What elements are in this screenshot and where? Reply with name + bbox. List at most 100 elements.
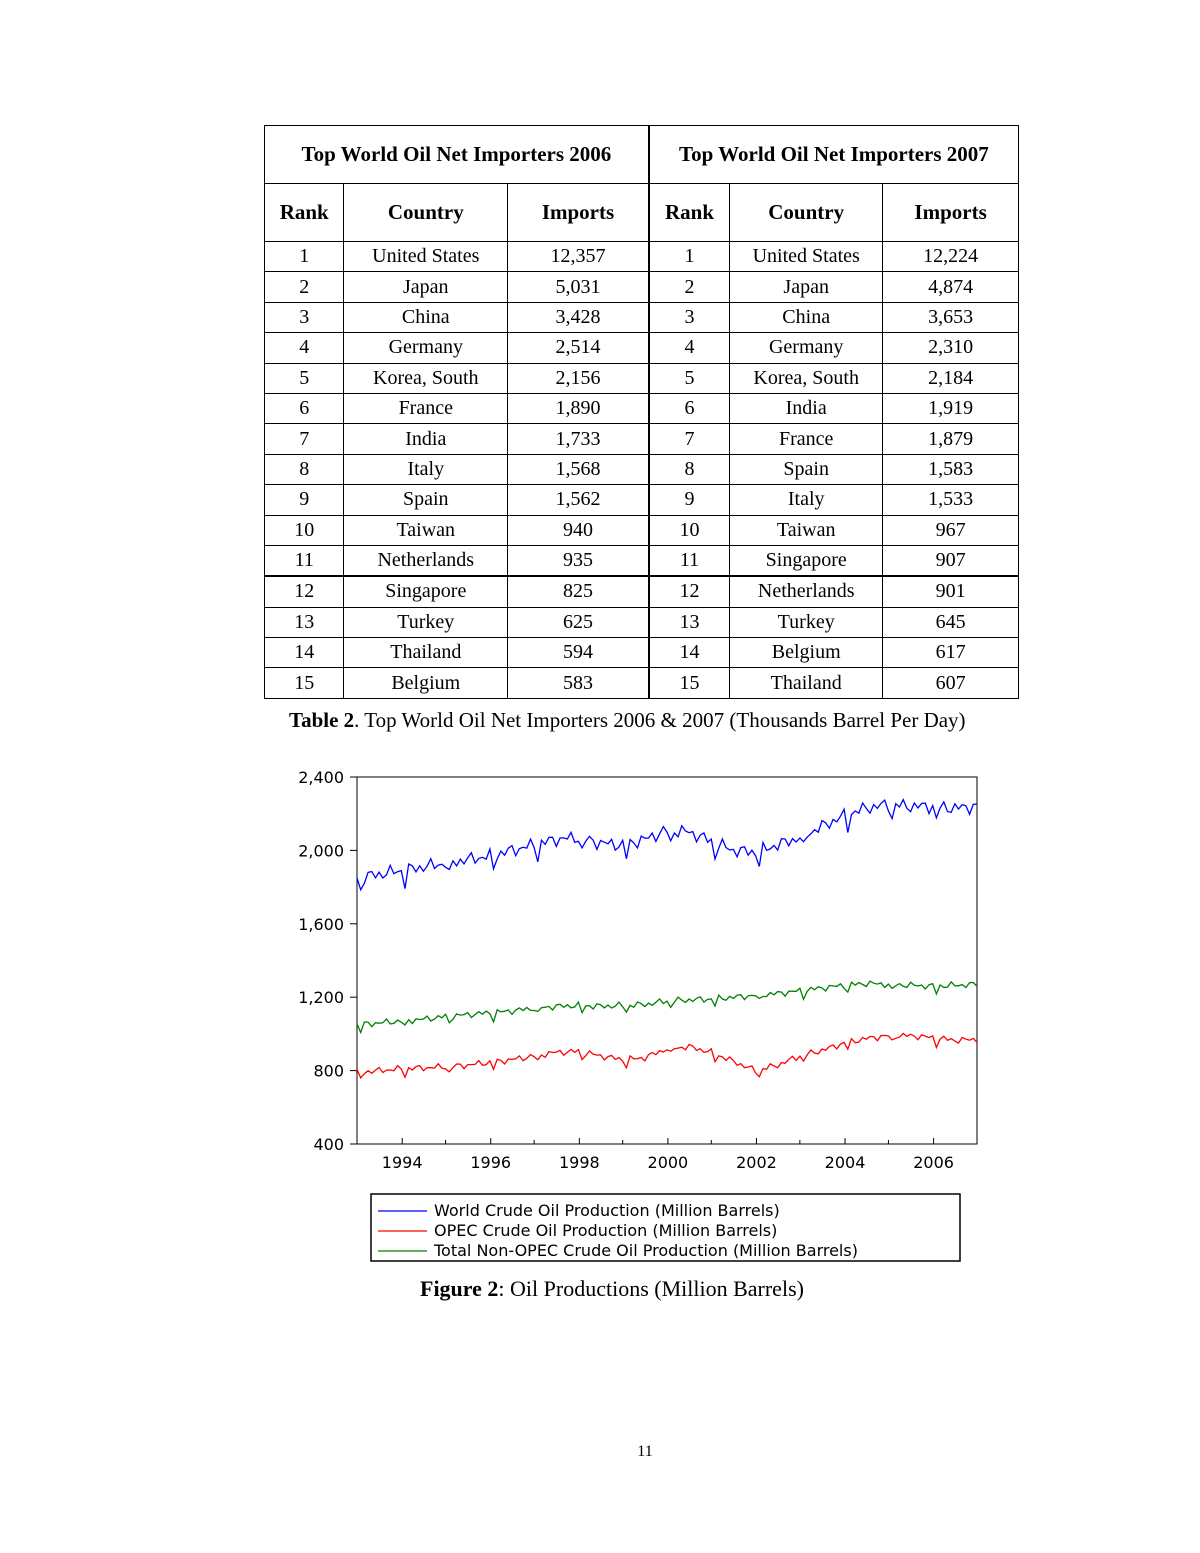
- country-2007-cell: Germany: [729, 332, 884, 364]
- imports-2006-cell: 3,428: [507, 301, 650, 334]
- country-2007-cell: France: [729, 423, 884, 455]
- rank-2006-cell: 1: [263, 240, 345, 273]
- country-2006-cell: India: [343, 423, 509, 455]
- header-country-2006: Country: [343, 183, 509, 242]
- rank-2007-cell: 1: [647, 240, 731, 273]
- page-number: 11: [637, 1443, 653, 1460]
- table-row: 7 India 1,733 7 France 1,879: [263, 423, 1019, 455]
- imports-2007-cell: 901: [882, 575, 1019, 608]
- country-2006-cell: Singapore: [343, 575, 509, 608]
- legend-label-2: OPEC Crude Oil Production (Million Barre…: [434, 1221, 777, 1240]
- series-line-2: [356, 1032, 978, 1080]
- country-2006-cell: Germany: [343, 332, 509, 364]
- imports-2006-cell: 5,031: [507, 271, 650, 303]
- figure-caption-label: Figure 2: [420, 1276, 499, 1301]
- y-tick-label: 2,400: [298, 768, 344, 787]
- rank-2006-cell: 5: [263, 362, 345, 394]
- country-2006-cell: United States: [343, 240, 509, 273]
- imports-2007-cell: 645: [882, 606, 1019, 639]
- country-2007-cell: United States: [729, 240, 884, 273]
- rank-2006-cell: 14: [263, 637, 345, 669]
- rank-2007-cell: 8: [647, 453, 731, 486]
- legend-label-3: Total Non-OPEC Crude Oil Production (Mil…: [433, 1241, 858, 1260]
- table-caption: Table 2. Top World Oil Net Importers 200…: [289, 708, 966, 733]
- country-2007-cell: Thailand: [729, 667, 884, 699]
- header-imports-2006: Imports: [507, 183, 650, 242]
- imports-2006-cell: 2,514: [507, 332, 650, 364]
- table-row: 14 Thailand 594 14 Belgium 617: [263, 637, 1019, 669]
- country-2006-cell: France: [343, 392, 509, 425]
- table-row: 15 Belgium 583 15 Thailand 607: [263, 667, 1019, 699]
- x-tick-label: 1998: [559, 1153, 600, 1172]
- legend-box: [370, 1193, 961, 1262]
- header-rank-2007: Rank: [647, 183, 731, 242]
- table-row: 13 Turkey 625 13 Turkey 645: [263, 606, 1019, 639]
- imports-2007-cell: 1,533: [882, 484, 1019, 516]
- chart-legend: World Crude Oil Production (Million Barr…: [370, 1193, 961, 1262]
- table-body: 1 United States 12,357 1 United States 12,224…: [263, 240, 1019, 699]
- country-2007-cell: Spain: [729, 453, 884, 486]
- rank-2007-cell: 3: [647, 301, 731, 334]
- rank-2006-cell: 3: [263, 301, 345, 334]
- header-imports-2007: Imports: [882, 183, 1019, 242]
- imports-2006-cell: 935: [507, 544, 650, 577]
- imports-2006-cell: 12,357: [507, 240, 650, 273]
- country-2007-cell: India: [729, 392, 884, 425]
- x-tick-label: 2006: [913, 1153, 954, 1172]
- table-row: 5 Korea, South 2,156 5 Korea, South 2,184: [263, 362, 1019, 394]
- country-2006-cell: Netherlands: [343, 544, 509, 577]
- country-2007-cell: Korea, South: [729, 362, 884, 394]
- table-row: 9 Spain 1,562 9 Italy 1,533: [263, 484, 1019, 516]
- rank-2007-cell: 5: [647, 362, 731, 394]
- imports-2006-cell: 1,562: [507, 484, 650, 516]
- rank-2007-cell: 7: [647, 423, 731, 455]
- y-tick-label: 1,200: [298, 988, 344, 1007]
- imports-2006-cell: 2,156: [507, 362, 650, 394]
- legend-label-1: World Crude Oil Production (Million Barr…: [434, 1201, 780, 1220]
- imports-2007-cell: 2,310: [882, 332, 1019, 364]
- rank-2006-cell: 6: [263, 392, 345, 425]
- figure-caption: Figure 2: Oil Productions (Million Barre…: [420, 1276, 804, 1302]
- x-tick-label: 2004: [825, 1153, 866, 1172]
- imports-2007-cell: 1,879: [882, 423, 1019, 455]
- table-row: 11 Netherlands 935 11 Singapore 907: [263, 544, 1019, 577]
- table-row: 6 France 1,890 6 India 1,919: [263, 392, 1019, 425]
- rank-2006-cell: 7: [263, 423, 345, 455]
- country-2007-cell: Turkey: [729, 606, 884, 639]
- plot-area: [356, 776, 978, 1145]
- imports-2007-cell: 1,919: [882, 392, 1019, 425]
- rank-2007-cell: 2: [647, 271, 731, 303]
- rank-2006-cell: 11: [263, 544, 345, 577]
- rank-2006-cell: 10: [263, 514, 345, 546]
- country-2007-cell: Netherlands: [729, 575, 884, 608]
- header-country-2007: Country: [729, 183, 884, 242]
- header-rank-2006: Rank: [263, 183, 345, 242]
- rank-2007-cell: 4: [647, 332, 731, 364]
- rank-2006-cell: 8: [263, 453, 345, 486]
- country-2006-cell: Spain: [343, 484, 509, 516]
- x-tick-label: 2002: [736, 1153, 777, 1172]
- imports-2006-cell: 583: [507, 667, 650, 699]
- imports-2006-cell: 940: [507, 514, 650, 546]
- imports-2007-cell: 1,583: [882, 453, 1019, 486]
- country-2007-cell: Taiwan: [729, 514, 884, 546]
- table-row: 8 Italy 1,568 8 Spain 1,583: [263, 453, 1019, 486]
- table-caption-text: . Top World Oil Net Importers 2006 & 200…: [354, 708, 966, 732]
- rank-2007-cell: 15: [647, 667, 731, 699]
- x-tick-label: 1996: [470, 1153, 511, 1172]
- rank-2007-cell: 11: [647, 544, 731, 577]
- rank-2006-cell: 15: [263, 667, 345, 699]
- table-row: 10 Taiwan 940 10 Taiwan 967: [263, 514, 1019, 546]
- y-tick-label: 800: [313, 1062, 344, 1081]
- table-row: 1 United States 12,357 1 United States 12,224: [263, 240, 1019, 273]
- series-line-1: [356, 798, 978, 892]
- imports-2006-cell: 594: [507, 637, 650, 669]
- country-2006-cell: Thailand: [343, 637, 509, 669]
- country-2007-cell: Italy: [729, 484, 884, 516]
- country-2007-cell: China: [729, 301, 884, 334]
- table-caption-label: Table 2: [289, 708, 355, 732]
- imports-2006-cell: 825: [507, 575, 650, 608]
- country-2006-cell: Italy: [343, 453, 509, 486]
- imports-2006-cell: 625: [507, 606, 650, 639]
- rank-2007-cell: 13: [647, 606, 731, 639]
